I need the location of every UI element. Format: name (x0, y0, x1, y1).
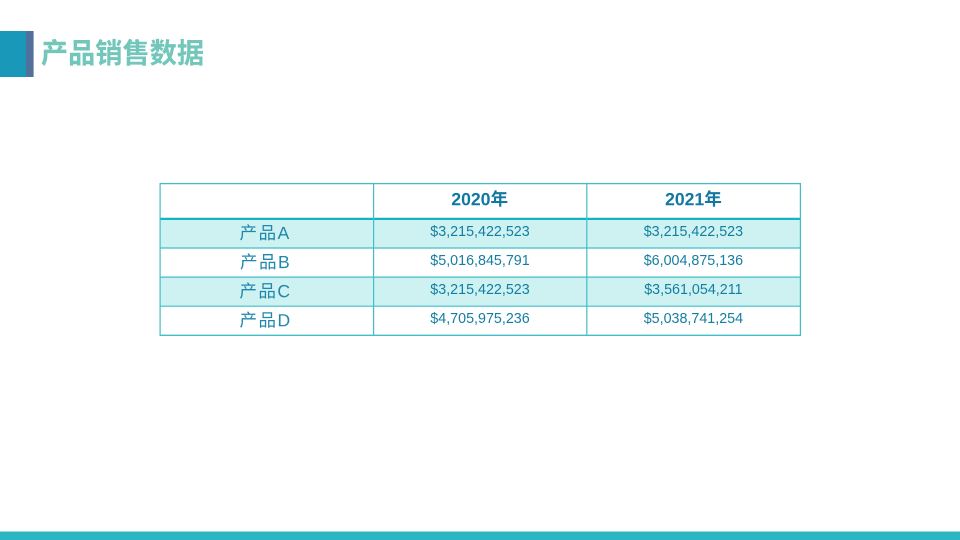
svg-text:$5,038,741,254: $5,038,741,254 (644, 311, 743, 327)
svg-text:$3,561,054,211: $3,561,054,211 (644, 282, 742, 298)
svg-text:$5,016,845,791: $5,016,845,791 (430, 253, 529, 269)
svg-text:$4,705,975,236: $4,705,975,236 (430, 311, 529, 327)
svg-text:$3,215,422,523: $3,215,422,523 (644, 224, 743, 240)
svg-text:$3,215,422,523: $3,215,422,523 (430, 224, 529, 240)
svg-text:$3,215,422,523: $3,215,422,523 (430, 282, 529, 298)
svg-text:$6,004,875,136: $6,004,875,136 (644, 253, 743, 269)
